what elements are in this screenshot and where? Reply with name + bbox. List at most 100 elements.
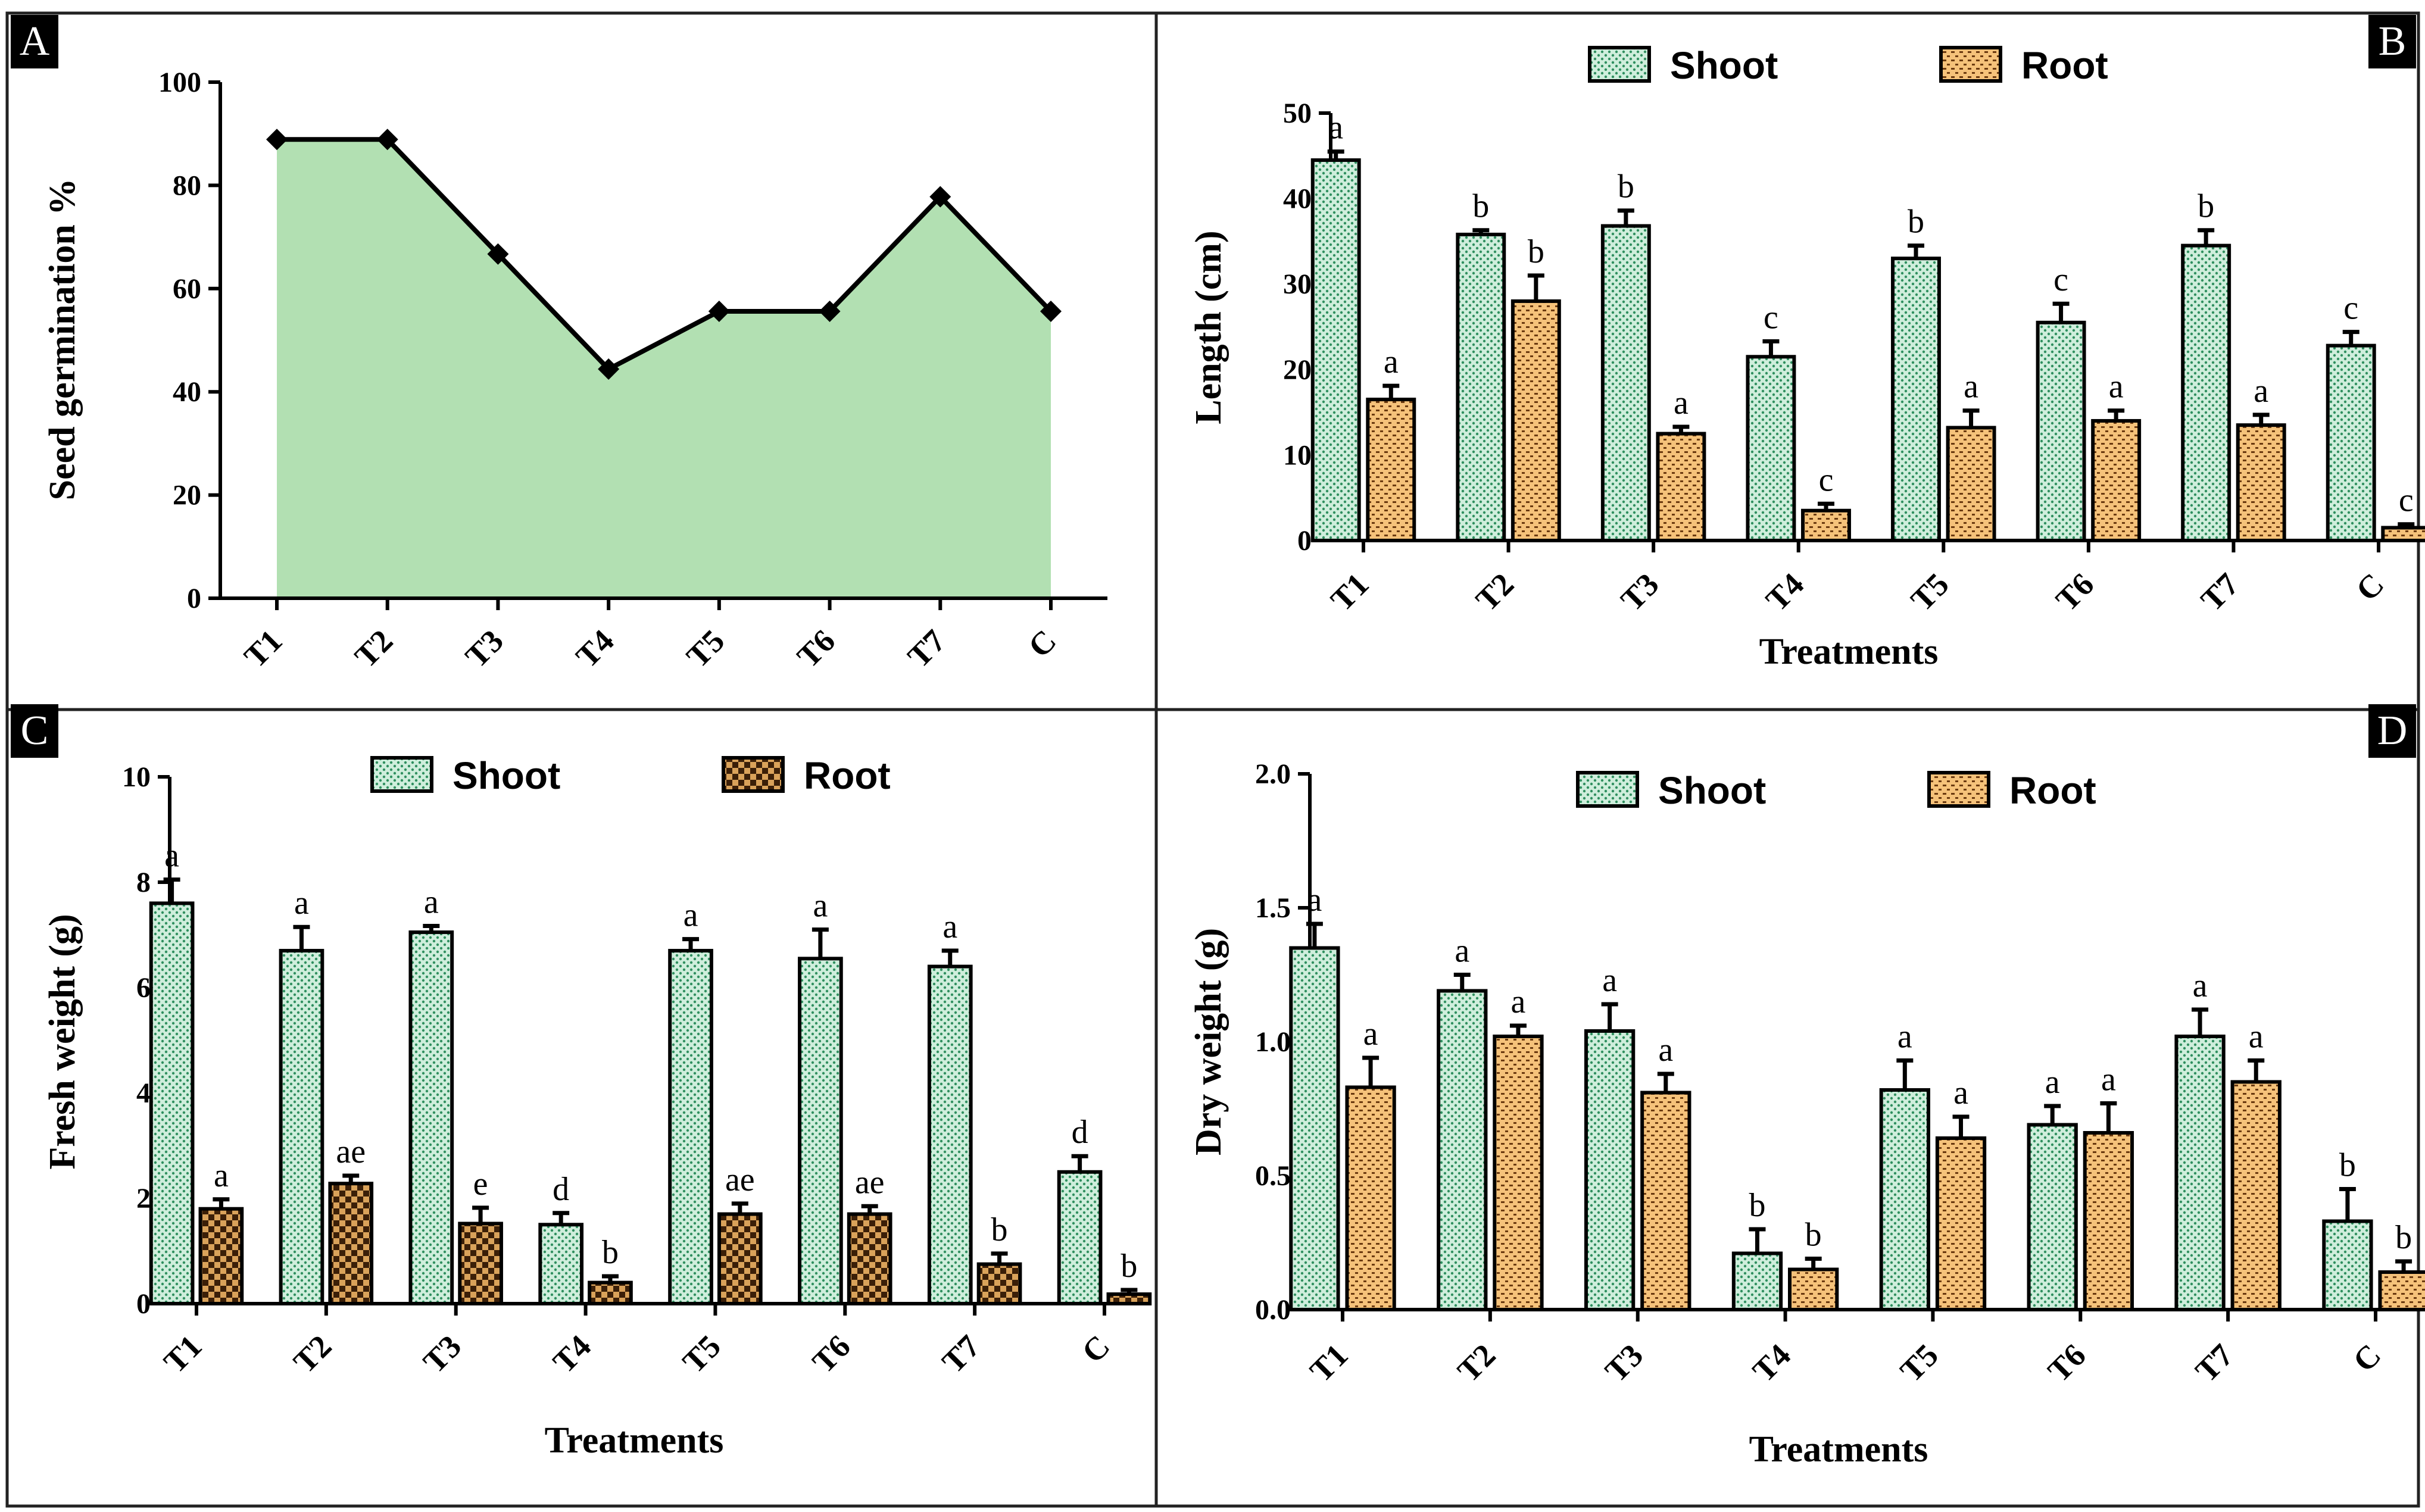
bar-shoot-t5: [1891, 257, 1941, 542]
legend: Shoot Root: [370, 754, 891, 797]
panel-tag-background: [2368, 704, 2416, 758]
y-tick-label: 6: [136, 972, 151, 1004]
bar-root-t6: [2083, 1131, 2134, 1311]
bar-shoot-t1: [1289, 946, 1340, 1311]
data-point-t4: [598, 358, 620, 380]
y-tick-label: 10: [1283, 439, 1312, 471]
bar-root-t7: [2230, 1080, 2282, 1311]
legend-item-shoot: Shoot: [1588, 44, 1778, 87]
significance-letter: a: [942, 908, 957, 945]
significance-letter: c: [2343, 290, 2358, 327]
legend-swatch: [370, 756, 433, 793]
y-tick-label: 8: [136, 867, 151, 898]
bar-root-t2: [1493, 1035, 1544, 1311]
bar-root-t2: [1510, 299, 1561, 542]
significance-letter: c: [2053, 261, 2068, 298]
data-point-t5: [708, 300, 730, 322]
legend-item-root: Root: [1939, 44, 2108, 87]
significance-letter: d: [1072, 1114, 1088, 1151]
y-tick-label: 40: [1283, 183, 1312, 215]
significance-letter: b: [1528, 233, 1544, 270]
significance-letter: a: [1953, 1074, 1968, 1111]
significance-letter: ae: [336, 1133, 366, 1170]
bar-shoot-t1: [149, 901, 195, 1305]
panel-tag-label: C: [21, 708, 49, 754]
y-tick-label: 4: [136, 1077, 151, 1109]
bar-shoot-t6: [2027, 1123, 2078, 1311]
legend: Shoot Root: [1576, 769, 2096, 812]
bar-root-t7: [976, 1262, 1022, 1305]
significance-letter: a: [684, 897, 698, 934]
bar-root-t5: [1946, 426, 1996, 542]
y-tick-label: 2.0: [1255, 758, 1291, 790]
significance-letter: a: [1307, 882, 1322, 919]
significance-letter: a: [813, 888, 828, 924]
significance-letter: a: [1328, 110, 1343, 146]
significance-letter: ae: [855, 1164, 885, 1201]
panel-tag-d: D: [2368, 704, 2416, 758]
y-tick-label: 1.0: [1255, 1026, 1291, 1058]
significance-letter: a: [1658, 1032, 1673, 1069]
data-point-c: [1040, 300, 1062, 322]
significance-letter: c: [1764, 299, 1778, 336]
significance-letter: a: [2109, 368, 2124, 405]
legend-item-root: Root: [1927, 769, 2096, 812]
significance-letter: b: [1472, 188, 1489, 225]
panel-tag-label: A: [20, 18, 50, 64]
legend-swatch: [722, 756, 785, 793]
bar-root-t1: [198, 1207, 244, 1305]
y-tick-label: 80: [173, 170, 201, 201]
bar-shoot-t3: [1584, 1029, 1636, 1311]
bar-root-t5: [1935, 1136, 1987, 1311]
significance-letter: b: [2395, 1219, 2412, 1256]
significance-letter: b: [1805, 1217, 1822, 1254]
significance-letter: a: [1384, 343, 1399, 380]
legend-label: Shoot: [452, 754, 560, 797]
significance-letter: a: [1511, 983, 1526, 1020]
significance-letter: b: [1749, 1187, 1765, 1224]
y-tick-label: 100: [158, 67, 201, 98]
significance-letter: a: [1455, 933, 1469, 970]
y-tick-label: 0.0: [1255, 1294, 1291, 1326]
data-point-t2: [376, 129, 398, 151]
significance-letter: a: [214, 1157, 229, 1194]
bar-shoot-t2: [1456, 232, 1506, 542]
y-axis-title: Length (cm): [1188, 230, 1229, 424]
bar-shoot-t7: [2174, 1035, 2226, 1311]
panel-tag-a: A: [11, 15, 58, 68]
legend-item-shoot: Shoot: [370, 754, 560, 797]
y-tick-label: 20: [173, 480, 201, 511]
bar-shoot-t6: [2036, 320, 2086, 542]
significance-letter: a: [1674, 385, 1689, 421]
bar-shoot-t3: [1600, 224, 1651, 542]
bar-shoot-t4: [1731, 1251, 1783, 1311]
y-tick-label: 0.5: [1255, 1160, 1291, 1192]
significance-letter: b: [1121, 1248, 1137, 1285]
legend-swatch: [1927, 771, 1990, 808]
legend-label: Shoot: [1670, 44, 1778, 87]
y-tick-label: 2: [136, 1183, 151, 1214]
bar-shoot-t5: [1879, 1088, 1930, 1311]
bar-root-c: [2381, 526, 2425, 543]
data-point-t1: [266, 129, 288, 151]
significance-letter: a: [1363, 1016, 1378, 1052]
significance-letter: a: [2193, 967, 2208, 1004]
bar-shoot-t2: [1437, 989, 1488, 1311]
significance-letter: a: [424, 883, 439, 920]
bar-shoot-t4: [1746, 355, 1796, 542]
data-point-t3: [487, 243, 509, 265]
panel-tag-c: C: [11, 704, 58, 758]
bar-root-c: [2378, 1270, 2425, 1311]
legend-swatch: [1588, 46, 1651, 83]
bar-root-t6: [847, 1212, 892, 1306]
y-tick-label: 0: [136, 1288, 151, 1320]
y-tick-label: 0: [1297, 525, 1312, 557]
germination-line: [277, 137, 1053, 372]
significance-letter: b: [2339, 1147, 2356, 1184]
y-axis-title: Dry weight (g): [1188, 928, 1229, 1155]
bar-root-t3: [458, 1222, 503, 1305]
significance-letter: a: [1964, 368, 1978, 405]
